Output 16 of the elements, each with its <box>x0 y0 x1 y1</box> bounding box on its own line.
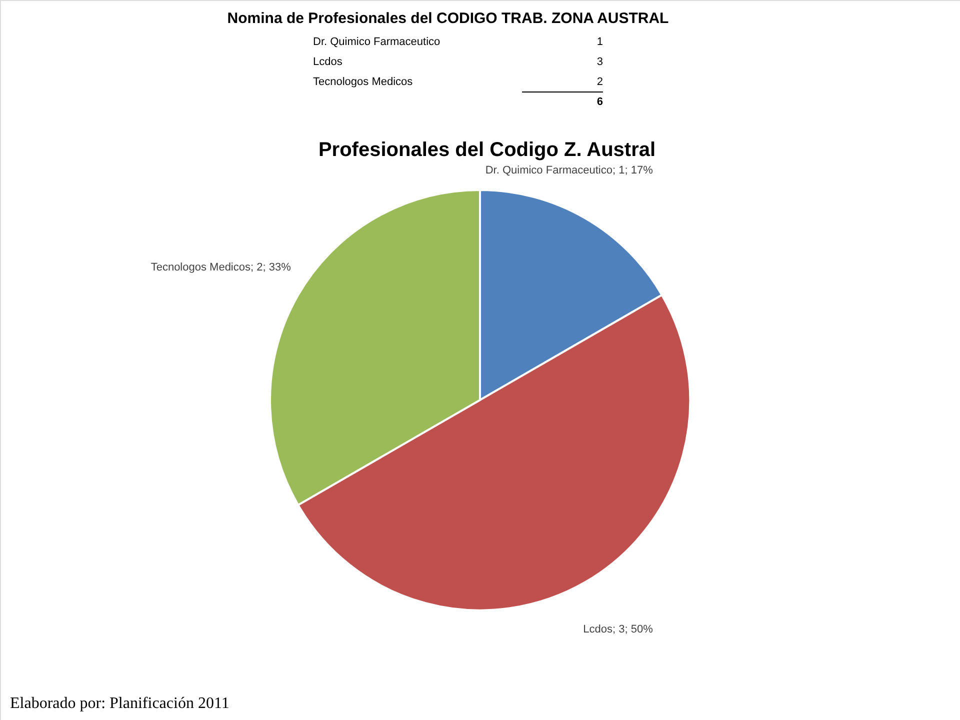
text: 3 <box>596 56 603 68</box>
chart-title: Profesionales del Codigo Z. Austral <box>318 139 656 161</box>
slice-label: Tecnologos Medicos <box>150 262 251 274</box>
data-label: ; 3; 50% <box>612 623 654 636</box>
text: Lcdos <box>313 56 343 68</box>
text: Elaborado por: Planificación 2011 <box>10 695 230 712</box>
data-label: ; 1; 17% <box>612 164 654 177</box>
text: 1 <box>596 36 603 48</box>
text: 6 <box>596 96 603 108</box>
data-label: ; 2; 33% <box>250 262 292 274</box>
text: 2 <box>596 76 603 88</box>
slice-label: Dr. Quimico Farmaceutico <box>485 164 612 177</box>
slice-label: Lcdos <box>583 623 613 636</box>
text: Tecnologos Medicos <box>313 76 414 88</box>
text: Dr. Quimico Farmaceutico <box>313 36 440 48</box>
text: Nomina de Profesionales del CODIGO TRAB. ZONA AUSTRAL <box>227 10 669 27</box>
